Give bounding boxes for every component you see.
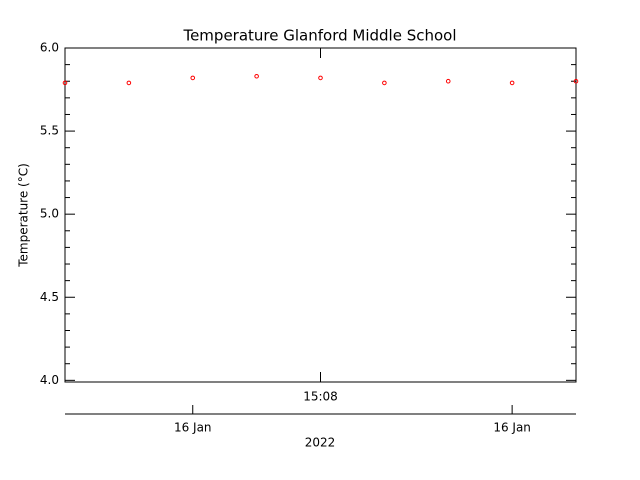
data-point: [126, 80, 132, 86]
y-tick-label: 5.0: [40, 207, 59, 221]
date-tick-label: 16 Jan: [493, 421, 531, 435]
x-tick-label: 15:08: [303, 390, 338, 404]
data-point: [190, 75, 196, 81]
data-point: [62, 80, 68, 86]
y-axis-label: Temperature (°C): [17, 163, 31, 268]
x-axis-label: 2022: [305, 436, 336, 450]
data-point: [573, 78, 579, 84]
data-point: [509, 80, 515, 86]
data-point: [382, 80, 387, 86]
y-tick-label: 6.0: [40, 41, 59, 55]
chart-title: Temperature Glanford Middle School: [182, 27, 456, 45]
data-point: [254, 73, 259, 79]
y-tick-label: 4.5: [40, 290, 59, 304]
date-tick-label: 16 Jan: [174, 421, 212, 435]
y-tick-label: 5.5: [40, 124, 59, 138]
data-point: [445, 78, 451, 84]
data-point: [318, 75, 323, 81]
y-tick-label: 4.0: [40, 373, 59, 387]
